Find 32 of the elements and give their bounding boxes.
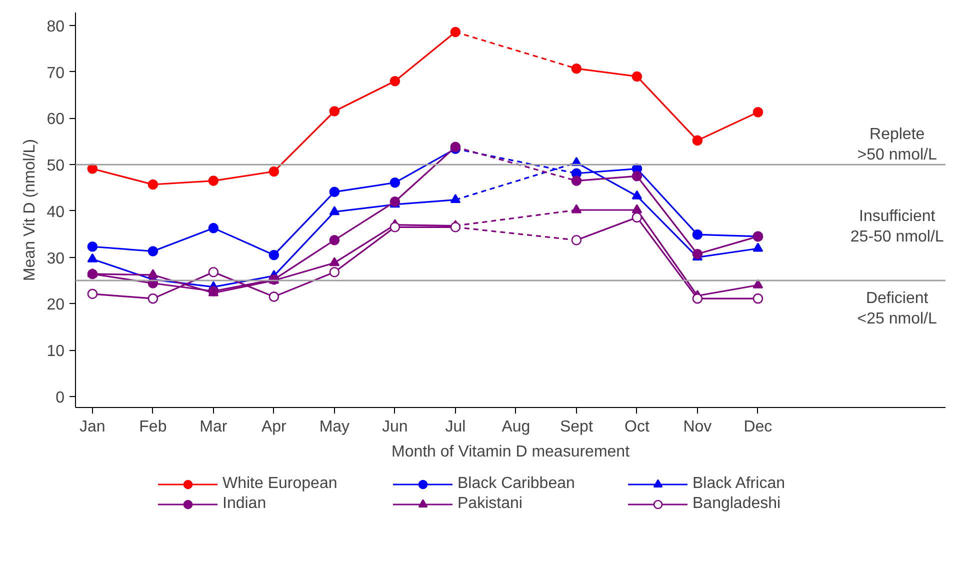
y-tick-label: 60 bbox=[46, 111, 65, 128]
x-tick-label: Oct bbox=[624, 418, 650, 436]
legend-label: White European bbox=[222, 475, 338, 493]
y-tick-label: 50 bbox=[46, 158, 65, 175]
y-tick-label: 30 bbox=[46, 250, 65, 268]
legend-label: Black Caribbean bbox=[458, 475, 576, 493]
x-tick-label: Apr bbox=[261, 418, 288, 436]
y-tick-label: 10 bbox=[46, 343, 65, 360]
x-tick-label: Jun bbox=[382, 418, 408, 436]
y-tick-label: 20 bbox=[46, 296, 65, 314]
y-tick-label: 40 bbox=[46, 204, 65, 221]
x-tick-label: Mar bbox=[200, 418, 228, 436]
legend-label: Indian bbox=[222, 495, 268, 513]
x-tick-label: May bbox=[319, 418, 350, 436]
x-tick-label: Sept bbox=[560, 418, 594, 436]
y-tick-label: 70 bbox=[46, 64, 65, 82]
x-tick-label: Feb bbox=[139, 418, 167, 436]
legend-label: Bangladeshi bbox=[692, 495, 782, 513]
x-tick-label: Nov bbox=[683, 418, 712, 436]
x-tick-label: Jan bbox=[80, 418, 106, 436]
x-axis-title: Month of Vitamin D measurement bbox=[391, 444, 630, 460]
text: Replete >50 nmol/L bbox=[857, 126, 938, 164]
text: Deficient <25 nmol/L bbox=[857, 290, 938, 328]
legend-label: Black African bbox=[692, 475, 786, 493]
x-tick-label: Jul bbox=[445, 418, 466, 436]
y-tick-label: 80 bbox=[46, 18, 65, 36]
y-axis-title: Mean Vit D (nmol/L) bbox=[22, 139, 39, 281]
x-tick-label: Aug bbox=[502, 418, 530, 436]
text: Insufficient 25-50 nmol/L bbox=[850, 208, 944, 246]
legend-label: Pakistani bbox=[458, 495, 524, 513]
y-tick-label: 0 bbox=[56, 389, 65, 406]
x-tick-label: Dec bbox=[744, 418, 772, 436]
